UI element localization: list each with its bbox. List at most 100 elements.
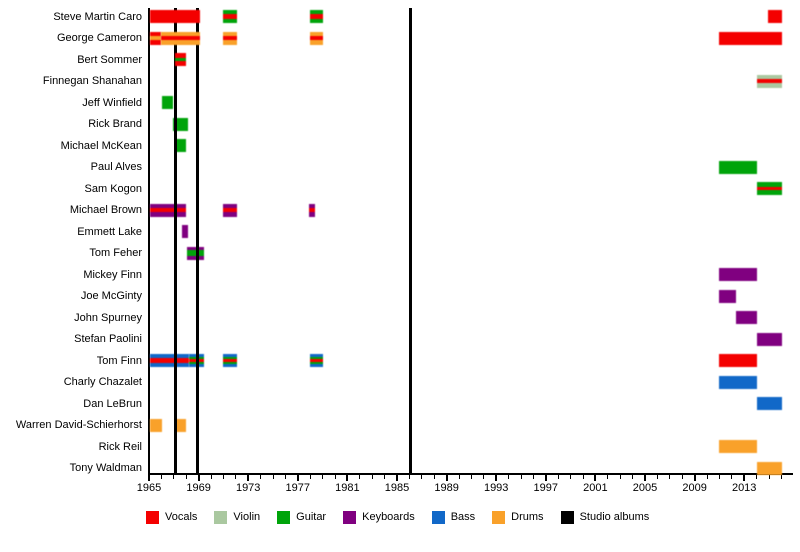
x-minor-tick bbox=[433, 475, 435, 479]
timeline-bar bbox=[310, 354, 323, 367]
x-minor-tick bbox=[731, 475, 733, 479]
bar-stripe-vocals bbox=[310, 359, 323, 362]
bar-stripe-keyboards bbox=[223, 203, 238, 209]
legend-label: Drums bbox=[511, 511, 544, 523]
member-label: Stefan Paolini bbox=[74, 333, 142, 345]
bar-stripe-keyboards bbox=[187, 246, 205, 251]
x-minor-tick bbox=[780, 475, 782, 479]
bar-stripe-bass bbox=[719, 375, 757, 389]
x-minor-tick bbox=[421, 475, 423, 479]
x-tick-label: 1989 bbox=[434, 482, 459, 494]
member-label: Warren David-Schierhorst bbox=[15, 419, 142, 431]
x-tick-label: 1985 bbox=[384, 482, 410, 494]
x-minor-tick bbox=[458, 475, 460, 479]
bar-stripe-keyboards bbox=[149, 203, 187, 209]
timeline-bar bbox=[176, 418, 187, 432]
member-label: Tony Waldman bbox=[69, 462, 142, 474]
x-minor-tick bbox=[222, 475, 224, 479]
timeline-bar bbox=[719, 289, 736, 303]
x-major-tick bbox=[495, 475, 498, 481]
timeline-bar bbox=[756, 182, 782, 196]
timeline-bar bbox=[223, 354, 238, 367]
bar-stripe-vocals bbox=[149, 208, 187, 212]
timeline-bar bbox=[308, 203, 315, 217]
x-minor-tick bbox=[570, 475, 572, 479]
legend-item-guitar: Guitar bbox=[277, 511, 326, 524]
member-label: Paul Alves bbox=[90, 161, 142, 173]
timeline-bar bbox=[719, 160, 757, 174]
bar-stripe-violin bbox=[756, 74, 782, 80]
timeline-bar bbox=[223, 10, 238, 23]
x-minor-tick bbox=[260, 475, 262, 479]
legend-label: Violin bbox=[233, 511, 261, 523]
x-minor-tick bbox=[470, 475, 472, 479]
legend-label: Guitar bbox=[296, 511, 327, 523]
member-label: John Spurney bbox=[74, 311, 142, 324]
member-label: Steve Martin Caro bbox=[53, 10, 142, 23]
x-major-tick bbox=[197, 475, 200, 481]
x-axis-line bbox=[147, 473, 793, 475]
bar-stripe-vocals bbox=[756, 186, 782, 191]
x-minor-tick bbox=[718, 475, 720, 479]
bar-stripe-keyboards bbox=[735, 311, 757, 324]
x-minor-tick bbox=[371, 475, 373, 479]
bar-stripe-vocals bbox=[149, 39, 162, 45]
bar-stripe-keyboards bbox=[181, 225, 189, 238]
x-tick-label: 2009 bbox=[682, 482, 707, 494]
member-label: Emmett Lake bbox=[77, 225, 142, 238]
bar-stripe-bass bbox=[756, 397, 782, 410]
x-minor-tick bbox=[768, 475, 770, 479]
bar-stripe-drums bbox=[223, 39, 238, 45]
bar-stripe-vocals bbox=[310, 36, 323, 40]
bar-stripe-keyboards bbox=[149, 211, 187, 217]
timeline-bar bbox=[161, 31, 200, 45]
x-tick-label: 1993 bbox=[483, 482, 509, 494]
x-minor-tick bbox=[384, 475, 386, 479]
x-tick-label: 2005 bbox=[632, 482, 658, 494]
timeline-bar bbox=[719, 31, 782, 45]
bar-stripe-guitar bbox=[756, 182, 782, 187]
bar-stripe-keyboards bbox=[223, 211, 238, 217]
x-major-tick bbox=[644, 475, 646, 481]
x-tick-label: 1997 bbox=[533, 482, 559, 494]
member-label: Finnegan Shanahan bbox=[42, 75, 142, 87]
timeline-bar bbox=[223, 31, 238, 45]
x-minor-tick bbox=[557, 475, 559, 479]
bar-stripe-drums bbox=[223, 31, 238, 37]
x-minor-tick bbox=[284, 475, 286, 479]
bar-stripe-guitar bbox=[187, 250, 205, 256]
timeline-bar bbox=[756, 332, 782, 346]
x-major-tick bbox=[544, 475, 547, 481]
legend-item-vocals: Vocals bbox=[146, 511, 197, 524]
x-major-tick bbox=[445, 475, 448, 481]
x-minor-tick bbox=[508, 475, 510, 479]
timeline-bar bbox=[149, 10, 200, 23]
x-major-tick bbox=[693, 475, 696, 481]
legend-swatch-studio bbox=[560, 511, 574, 524]
bar-stripe-guitar bbox=[176, 139, 187, 152]
timeline-bar bbox=[735, 311, 757, 324]
bar-stripe-drums bbox=[149, 418, 162, 432]
x-tick-label: 1973 bbox=[235, 482, 261, 494]
x-tick-label: 1965 bbox=[136, 482, 162, 494]
bar-stripe-keyboards bbox=[308, 203, 315, 209]
x-minor-tick bbox=[656, 475, 658, 479]
bar-stripe-drums bbox=[719, 440, 757, 453]
x-minor-tick bbox=[483, 475, 485, 479]
legend: Vocals Violin Guitar Keyboards Bass Drums Stud… bbox=[146, 511, 649, 524]
bar-stripe-bass bbox=[149, 363, 189, 367]
bar-stripe-vocals bbox=[310, 14, 323, 19]
bar-stripe-bass bbox=[223, 364, 238, 367]
member-label: Tom Finn bbox=[96, 354, 142, 367]
bar-stripe-drums bbox=[176, 418, 187, 432]
bar-stripe-vocals bbox=[161, 36, 200, 40]
legend-swatch-drums bbox=[492, 511, 506, 524]
bar-stripe-vocals bbox=[149, 10, 200, 23]
bar-stripe-vocals bbox=[223, 36, 238, 40]
timeline-bar bbox=[719, 354, 757, 367]
bar-stripe-drums bbox=[149, 36, 162, 40]
timeline-bar bbox=[767, 10, 782, 23]
bar-stripe-guitar bbox=[310, 18, 323, 23]
member-label: Dan LeBrun bbox=[83, 397, 142, 410]
